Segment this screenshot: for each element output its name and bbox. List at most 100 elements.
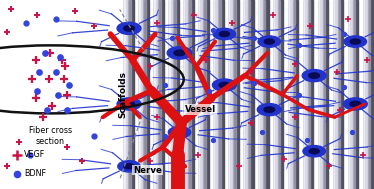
Circle shape xyxy=(350,39,360,44)
Bar xyxy=(319,0,328,189)
Circle shape xyxy=(302,70,326,82)
Bar xyxy=(154,0,164,189)
Bar xyxy=(353,0,355,189)
Bar xyxy=(319,0,320,189)
Bar xyxy=(305,0,308,189)
Bar xyxy=(260,0,263,189)
Circle shape xyxy=(258,36,280,47)
Circle shape xyxy=(219,32,230,37)
Bar xyxy=(259,0,269,189)
Bar xyxy=(186,0,188,189)
Text: Fiber cross
section: Fiber cross section xyxy=(29,126,72,146)
Bar xyxy=(289,0,298,189)
Circle shape xyxy=(213,28,236,40)
Bar xyxy=(169,0,179,189)
Bar xyxy=(304,0,305,189)
Bar xyxy=(334,0,335,189)
Bar xyxy=(233,0,236,189)
Bar xyxy=(141,0,143,189)
Text: Vessel: Vessel xyxy=(185,105,216,114)
Bar xyxy=(173,0,176,189)
Circle shape xyxy=(257,104,281,116)
Bar xyxy=(143,0,146,189)
Circle shape xyxy=(118,161,140,172)
Bar xyxy=(323,0,325,189)
Bar xyxy=(156,0,158,189)
Bar xyxy=(229,0,239,189)
Bar xyxy=(304,0,313,189)
Bar xyxy=(154,0,156,189)
Text: VEGF: VEGF xyxy=(24,150,46,160)
Bar xyxy=(199,0,200,189)
Circle shape xyxy=(124,26,134,31)
Bar xyxy=(320,0,323,189)
Bar xyxy=(274,0,283,189)
Circle shape xyxy=(168,127,191,138)
Bar xyxy=(158,0,161,189)
Circle shape xyxy=(309,73,319,78)
Circle shape xyxy=(174,130,184,135)
Circle shape xyxy=(174,50,185,56)
Bar xyxy=(368,0,370,189)
Bar xyxy=(139,0,149,189)
Circle shape xyxy=(264,39,274,44)
Bar xyxy=(308,0,310,189)
Circle shape xyxy=(117,22,141,34)
Bar xyxy=(215,0,218,189)
Circle shape xyxy=(117,98,141,110)
Circle shape xyxy=(309,149,319,154)
Bar xyxy=(245,0,248,189)
Bar xyxy=(230,0,233,189)
Circle shape xyxy=(212,79,236,91)
Bar xyxy=(218,0,221,189)
Circle shape xyxy=(124,164,134,169)
Bar xyxy=(124,0,134,189)
Bar xyxy=(169,0,171,189)
Bar xyxy=(214,0,224,189)
Bar xyxy=(120,0,374,189)
Bar xyxy=(259,0,260,189)
Bar xyxy=(244,0,245,189)
Circle shape xyxy=(167,47,192,59)
Bar xyxy=(335,0,338,189)
Text: Nerve: Nerve xyxy=(133,166,162,175)
Bar xyxy=(290,0,293,189)
Bar xyxy=(365,0,368,189)
Bar xyxy=(126,0,128,189)
Circle shape xyxy=(264,107,275,112)
Circle shape xyxy=(343,98,367,110)
Bar xyxy=(200,0,203,189)
Bar xyxy=(139,0,141,189)
Circle shape xyxy=(124,101,134,107)
Bar xyxy=(275,0,278,189)
Circle shape xyxy=(303,146,325,157)
Bar xyxy=(293,0,295,189)
Bar xyxy=(334,0,343,189)
Bar xyxy=(203,0,206,189)
Bar xyxy=(349,0,350,189)
Text: BDNF: BDNF xyxy=(24,169,46,178)
Bar xyxy=(274,0,275,189)
Bar xyxy=(184,0,186,189)
Bar xyxy=(171,0,173,189)
Bar xyxy=(364,0,373,189)
Circle shape xyxy=(344,36,367,47)
Bar xyxy=(244,0,254,189)
Bar xyxy=(289,0,290,189)
Circle shape xyxy=(219,82,230,88)
Text: Scaffolds: Scaffolds xyxy=(118,71,127,118)
Bar xyxy=(184,0,194,189)
Circle shape xyxy=(350,101,361,107)
Bar xyxy=(364,0,365,189)
Bar xyxy=(214,0,215,189)
Bar xyxy=(124,0,126,189)
Bar xyxy=(248,0,251,189)
Bar xyxy=(349,0,358,189)
Bar xyxy=(263,0,266,189)
Bar xyxy=(278,0,280,189)
Bar xyxy=(338,0,340,189)
Bar xyxy=(199,0,209,189)
Bar xyxy=(128,0,131,189)
Bar xyxy=(188,0,191,189)
Bar xyxy=(350,0,353,189)
